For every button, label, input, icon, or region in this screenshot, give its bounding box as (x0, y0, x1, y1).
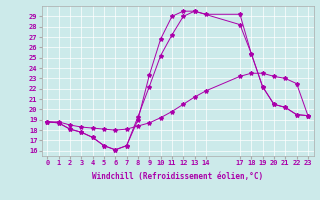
X-axis label: Windchill (Refroidissement éolien,°C): Windchill (Refroidissement éolien,°C) (92, 172, 263, 181)
